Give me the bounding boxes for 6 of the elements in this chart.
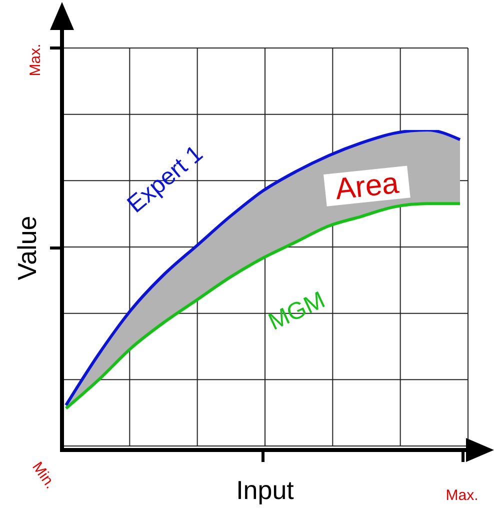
annotation: Area [334,166,401,206]
x-axis-title: Input [236,475,295,505]
text: Max. [446,487,478,504]
text: MGM [264,286,330,336]
y-axis-title: Value [12,216,42,280]
text: Max. [27,44,44,76]
